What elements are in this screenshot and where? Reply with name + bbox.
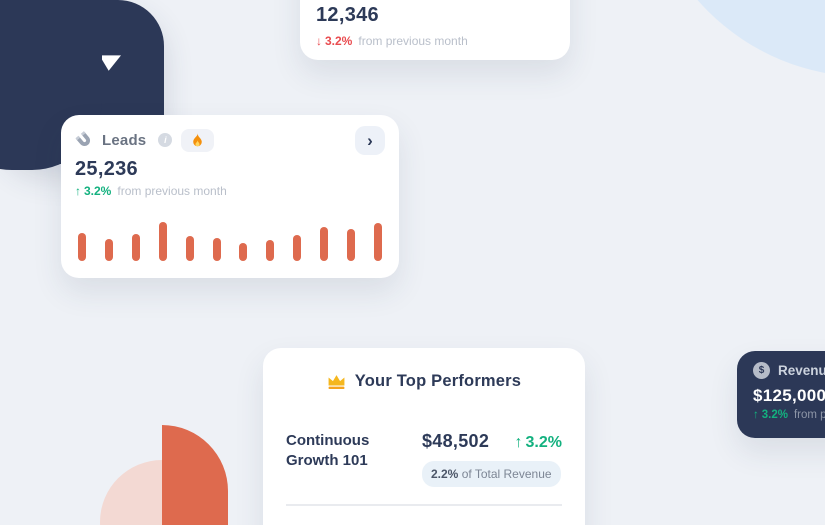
revenue-card: $ Revenue $125,000 ↑3.2% from previous m… xyxy=(737,351,825,438)
revenue-value: $125,000 xyxy=(753,386,825,405)
chevron-right-icon: › xyxy=(367,130,373,150)
crown-icon xyxy=(328,375,345,390)
dollar-icon: $ xyxy=(753,361,770,379)
top-stat-delta: ↓ 3.2% xyxy=(316,34,353,48)
chart-bar xyxy=(320,227,329,261)
chart-bar xyxy=(104,239,113,261)
arrow-down-icon: ↓ xyxy=(316,34,322,48)
revenue-header: $ Revenue xyxy=(753,361,825,379)
leads-card: Leads i › 25,236 ↑ 3.2% from previous mon… xyxy=(61,115,399,278)
top-stat-caption: from previous month xyxy=(358,34,468,48)
chart-bar xyxy=(212,238,221,261)
share-percent: 2.2% xyxy=(431,467,459,481)
leads-details-button[interactable]: › xyxy=(355,125,385,155)
revenue-title: Revenue xyxy=(778,362,825,378)
magnet-icon xyxy=(75,130,91,146)
top-stat-card: 12,346 ↓ 3.2% from previous month xyxy=(300,0,570,60)
arrow-up-icon: ↑ xyxy=(75,184,81,198)
leads-card-title: Leads xyxy=(102,131,147,149)
leads-caption: from previous month xyxy=(117,184,227,198)
chart-bar xyxy=(266,240,275,261)
chart-bar xyxy=(239,243,248,261)
leads-card-header: Leads i › xyxy=(75,125,385,155)
chart-bar xyxy=(185,236,194,261)
decor-blue-circle xyxy=(642,0,825,77)
revenue-share-pill: 2.2% of Total Revenue xyxy=(422,461,561,487)
leads-value: 25,236 xyxy=(75,158,138,180)
performer-value: $48,502 xyxy=(422,431,490,451)
info-icon[interactable]: i xyxy=(158,133,173,147)
leads-bar-chart xyxy=(75,217,385,261)
chart-bar xyxy=(158,222,167,261)
chart-bar xyxy=(78,233,86,261)
top-performers-card: Your Top Performers Continuous Growth 10… xyxy=(263,348,585,525)
chart-bar xyxy=(131,234,140,261)
decor-orange-quarter xyxy=(162,425,228,525)
performer-name: Continuous Growth 101 xyxy=(286,432,370,469)
performer-delta: ↑ 3.2% xyxy=(514,434,562,451)
revenue-delta: ↑ 3.2% xyxy=(753,409,788,421)
arrow-up-icon: ↑ xyxy=(753,409,759,421)
leads-delta: ↑ 3.2% xyxy=(75,184,112,198)
row-divider xyxy=(286,504,562,506)
performer-row: Continuous Growth 101 $48,502 ↑ 3.2% 2.2%… xyxy=(286,431,562,487)
performers-header: Your Top Performers xyxy=(286,372,562,391)
share-caption: of Total Revenue xyxy=(461,467,552,481)
chart-bar xyxy=(347,229,356,261)
chart-bar xyxy=(293,235,302,261)
hot-streak-badge xyxy=(181,128,215,152)
fire-icon xyxy=(193,132,203,146)
top-stat-value: 12,346 xyxy=(316,4,379,26)
performers-title: Your Top Performers xyxy=(354,372,522,390)
arrow-up-icon: ↑ xyxy=(514,434,523,451)
chart-bar xyxy=(373,223,382,261)
revenue-caption: from previous month xyxy=(793,409,825,421)
